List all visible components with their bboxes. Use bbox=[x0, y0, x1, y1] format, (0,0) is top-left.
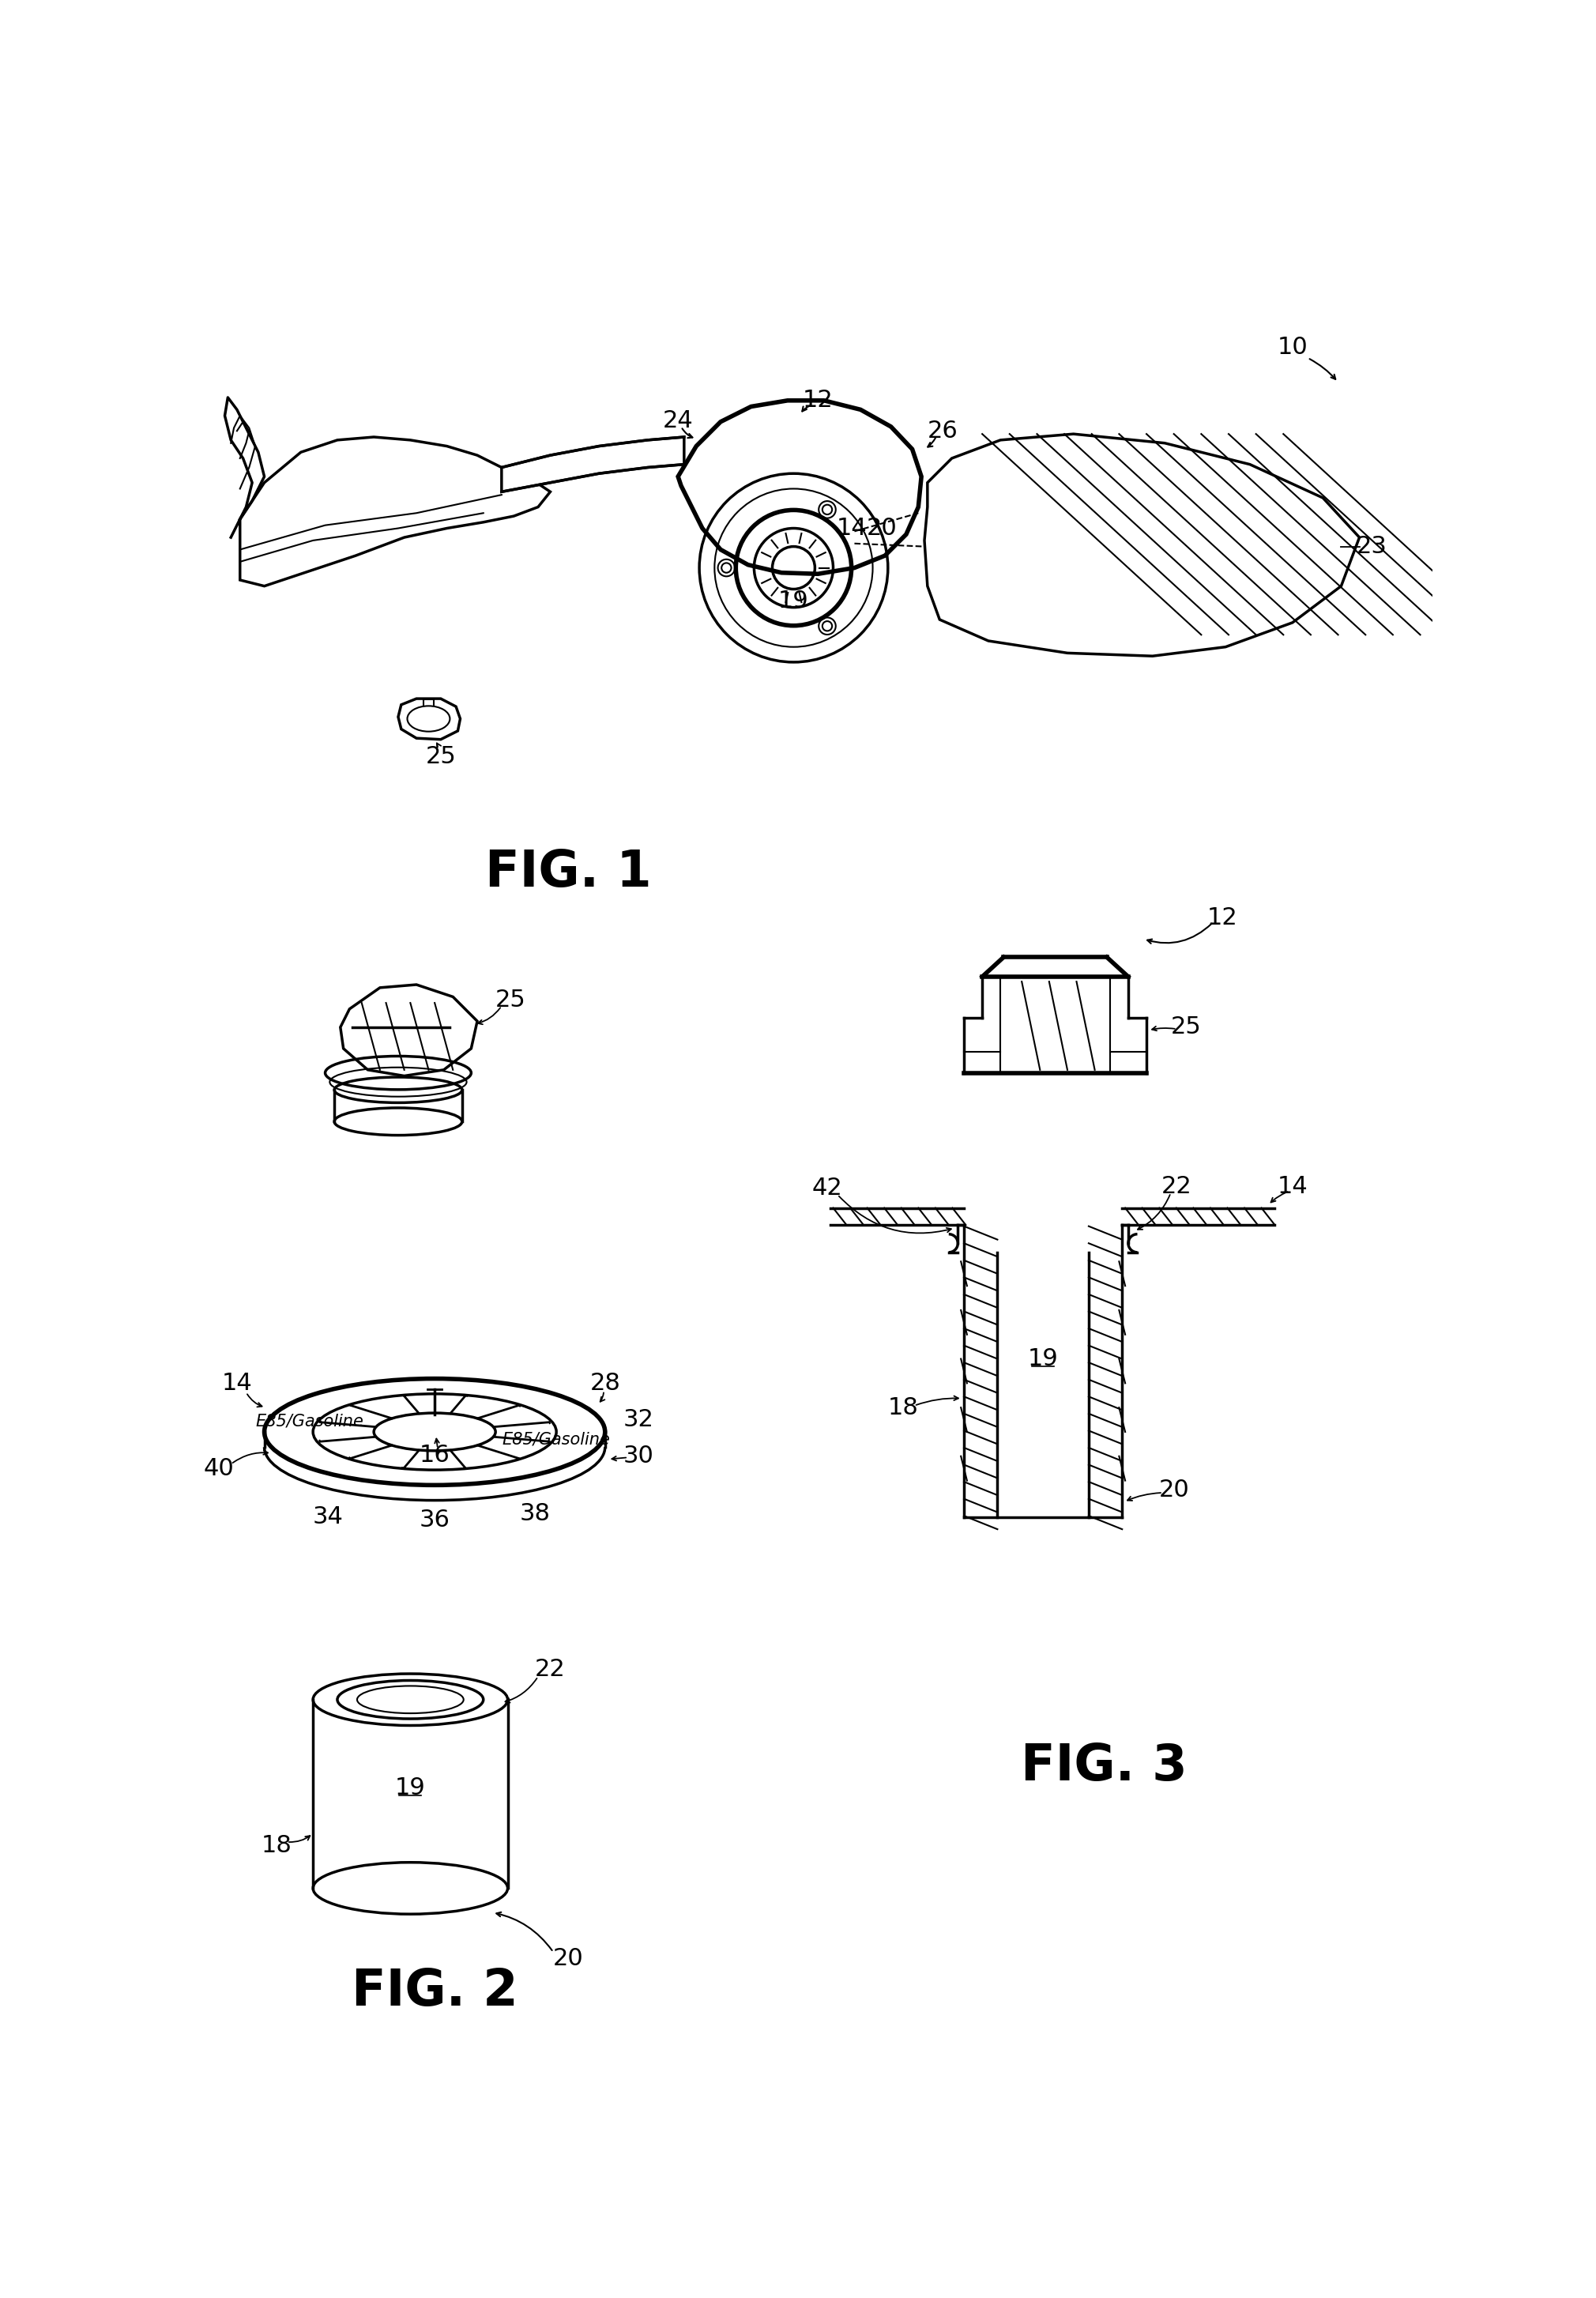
Text: 20: 20 bbox=[867, 517, 897, 540]
Ellipse shape bbox=[313, 1673, 508, 1726]
Text: 24: 24 bbox=[662, 409, 693, 432]
Text: FIG. 3: FIG. 3 bbox=[1020, 1742, 1187, 1790]
Polygon shape bbox=[501, 437, 685, 492]
Text: 18: 18 bbox=[887, 1397, 918, 1418]
Text: 18: 18 bbox=[262, 1834, 292, 1857]
Text: 12: 12 bbox=[803, 388, 833, 411]
Text: E85/Gasoline: E85/Gasoline bbox=[503, 1432, 610, 1448]
Text: 25: 25 bbox=[495, 988, 527, 1011]
Text: 12: 12 bbox=[1207, 905, 1238, 928]
Text: 38: 38 bbox=[520, 1503, 551, 1526]
Text: FIG. 1: FIG. 1 bbox=[485, 848, 651, 896]
Text: 14: 14 bbox=[1277, 1174, 1307, 1197]
Text: 14: 14 bbox=[222, 1372, 252, 1395]
Text: 19: 19 bbox=[1028, 1347, 1058, 1370]
Text: 20: 20 bbox=[1159, 1478, 1189, 1501]
Text: E85/Gasoline: E85/Gasoline bbox=[255, 1413, 364, 1429]
Text: 22: 22 bbox=[1162, 1174, 1192, 1197]
Text: 10: 10 bbox=[1277, 336, 1307, 358]
Text: 30: 30 bbox=[622, 1445, 654, 1468]
Text: 36: 36 bbox=[420, 1510, 450, 1530]
Text: 22: 22 bbox=[535, 1657, 565, 1680]
Text: 23: 23 bbox=[1357, 535, 1387, 558]
Ellipse shape bbox=[265, 1379, 605, 1485]
Text: 25: 25 bbox=[426, 745, 456, 768]
Text: 20: 20 bbox=[554, 1946, 584, 1969]
Polygon shape bbox=[924, 434, 1360, 655]
Text: 28: 28 bbox=[589, 1372, 621, 1395]
Polygon shape bbox=[397, 699, 460, 740]
Polygon shape bbox=[340, 984, 477, 1075]
Polygon shape bbox=[678, 400, 921, 574]
Text: 19: 19 bbox=[779, 591, 809, 614]
Text: 16: 16 bbox=[420, 1443, 450, 1466]
Text: 25: 25 bbox=[1171, 1016, 1202, 1039]
Text: 40: 40 bbox=[203, 1457, 235, 1480]
Text: FIG. 2: FIG. 2 bbox=[351, 1967, 517, 2015]
Text: 42: 42 bbox=[812, 1177, 843, 1200]
Text: 26: 26 bbox=[927, 421, 958, 444]
Text: 14: 14 bbox=[836, 517, 867, 540]
Text: 19: 19 bbox=[396, 1776, 426, 1799]
Text: 34: 34 bbox=[313, 1505, 343, 1528]
Text: 32: 32 bbox=[622, 1409, 654, 1432]
